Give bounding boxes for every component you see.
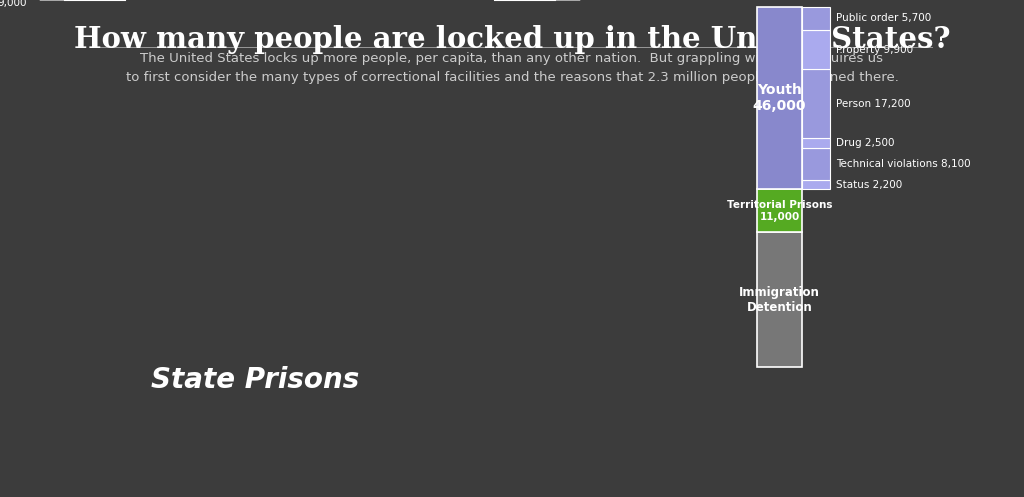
Text: Person 17,200: Person 17,200 xyxy=(836,98,910,108)
Bar xyxy=(802,138,830,148)
Text: Other
9,000: Other 9,000 xyxy=(0,0,27,8)
Text: Technical violations 8,100: Technical violations 8,100 xyxy=(836,159,971,169)
Text: Youth
46,000: Youth 46,000 xyxy=(753,83,806,113)
Bar xyxy=(802,148,830,180)
Bar xyxy=(802,7,830,30)
Text: Territorial Prisons
11,000: Territorial Prisons 11,000 xyxy=(727,200,833,222)
Bar xyxy=(757,7,802,189)
Bar xyxy=(802,30,830,69)
Text: How many people are locked up in the United States?: How many people are locked up in the Uni… xyxy=(74,25,950,54)
Text: Immigration
Detention: Immigration Detention xyxy=(739,286,820,314)
Text: Property 9,900: Property 9,900 xyxy=(836,45,913,55)
Text: Drug 2,500: Drug 2,500 xyxy=(836,138,895,148)
Bar xyxy=(802,69,830,138)
Text: State Prisons: State Prisons xyxy=(151,366,359,394)
Text: Status 2,200: Status 2,200 xyxy=(836,179,902,189)
Bar xyxy=(802,180,830,189)
Text: Public order 5,700: Public order 5,700 xyxy=(836,13,931,23)
Text: The United States locks up more people, per capita, than any other nation.  But : The United States locks up more people, … xyxy=(126,52,898,83)
Bar xyxy=(757,189,802,233)
Bar xyxy=(757,233,802,367)
